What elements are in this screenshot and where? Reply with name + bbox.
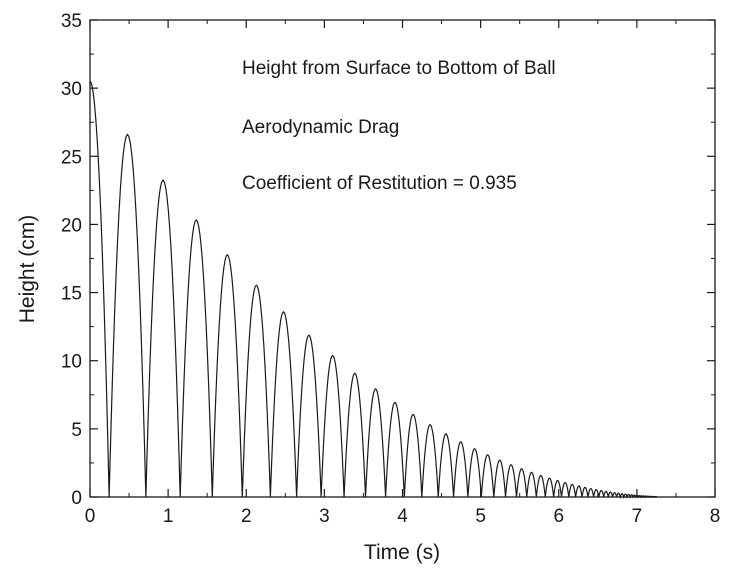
- annotation-aerodynamic-drag: Aerodynamic Drag: [242, 117, 399, 138]
- y-tick-label: 35: [61, 11, 82, 32]
- plot-frame: [89, 19, 716, 498]
- y-tick-label: 25: [61, 147, 82, 168]
- x-tick-label: 2: [241, 506, 252, 527]
- y-axis-title: Height (cm): [16, 215, 39, 324]
- x-tick-label: 4: [397, 506, 408, 527]
- x-tick-label: 7: [632, 506, 643, 527]
- x-tick-label: 8: [710, 506, 721, 527]
- x-tick-label: 6: [553, 506, 564, 527]
- x-tick-label: 0: [85, 506, 96, 527]
- y-tick-label: 20: [61, 215, 82, 236]
- y-tick-label: 5: [71, 420, 82, 441]
- y-tick-label: 30: [61, 79, 82, 100]
- annotation-height-description: Height from Surface to Bottom of Ball: [242, 58, 556, 79]
- x-tick-label: 1: [163, 506, 174, 527]
- y-tick-label: 0: [71, 488, 82, 509]
- tick-labels: 0 1 2 3 4 5 6 7 8 0 5 10 15 20 25 30 35: [61, 11, 720, 527]
- plot-area: [89, 19, 716, 500]
- x-tick-label: 3: [319, 506, 330, 527]
- annotation-coefficient-of-restitution: Coefficient of Restitution = 0.935: [242, 173, 517, 194]
- series-height-curve: [89, 80, 658, 500]
- axis-ticks: [89, 19, 716, 498]
- x-axis-title: Time (s): [364, 541, 440, 564]
- x-tick-label: 5: [475, 506, 486, 527]
- y-tick-label: 10: [61, 352, 82, 373]
- y-tick-label: 15: [61, 284, 82, 305]
